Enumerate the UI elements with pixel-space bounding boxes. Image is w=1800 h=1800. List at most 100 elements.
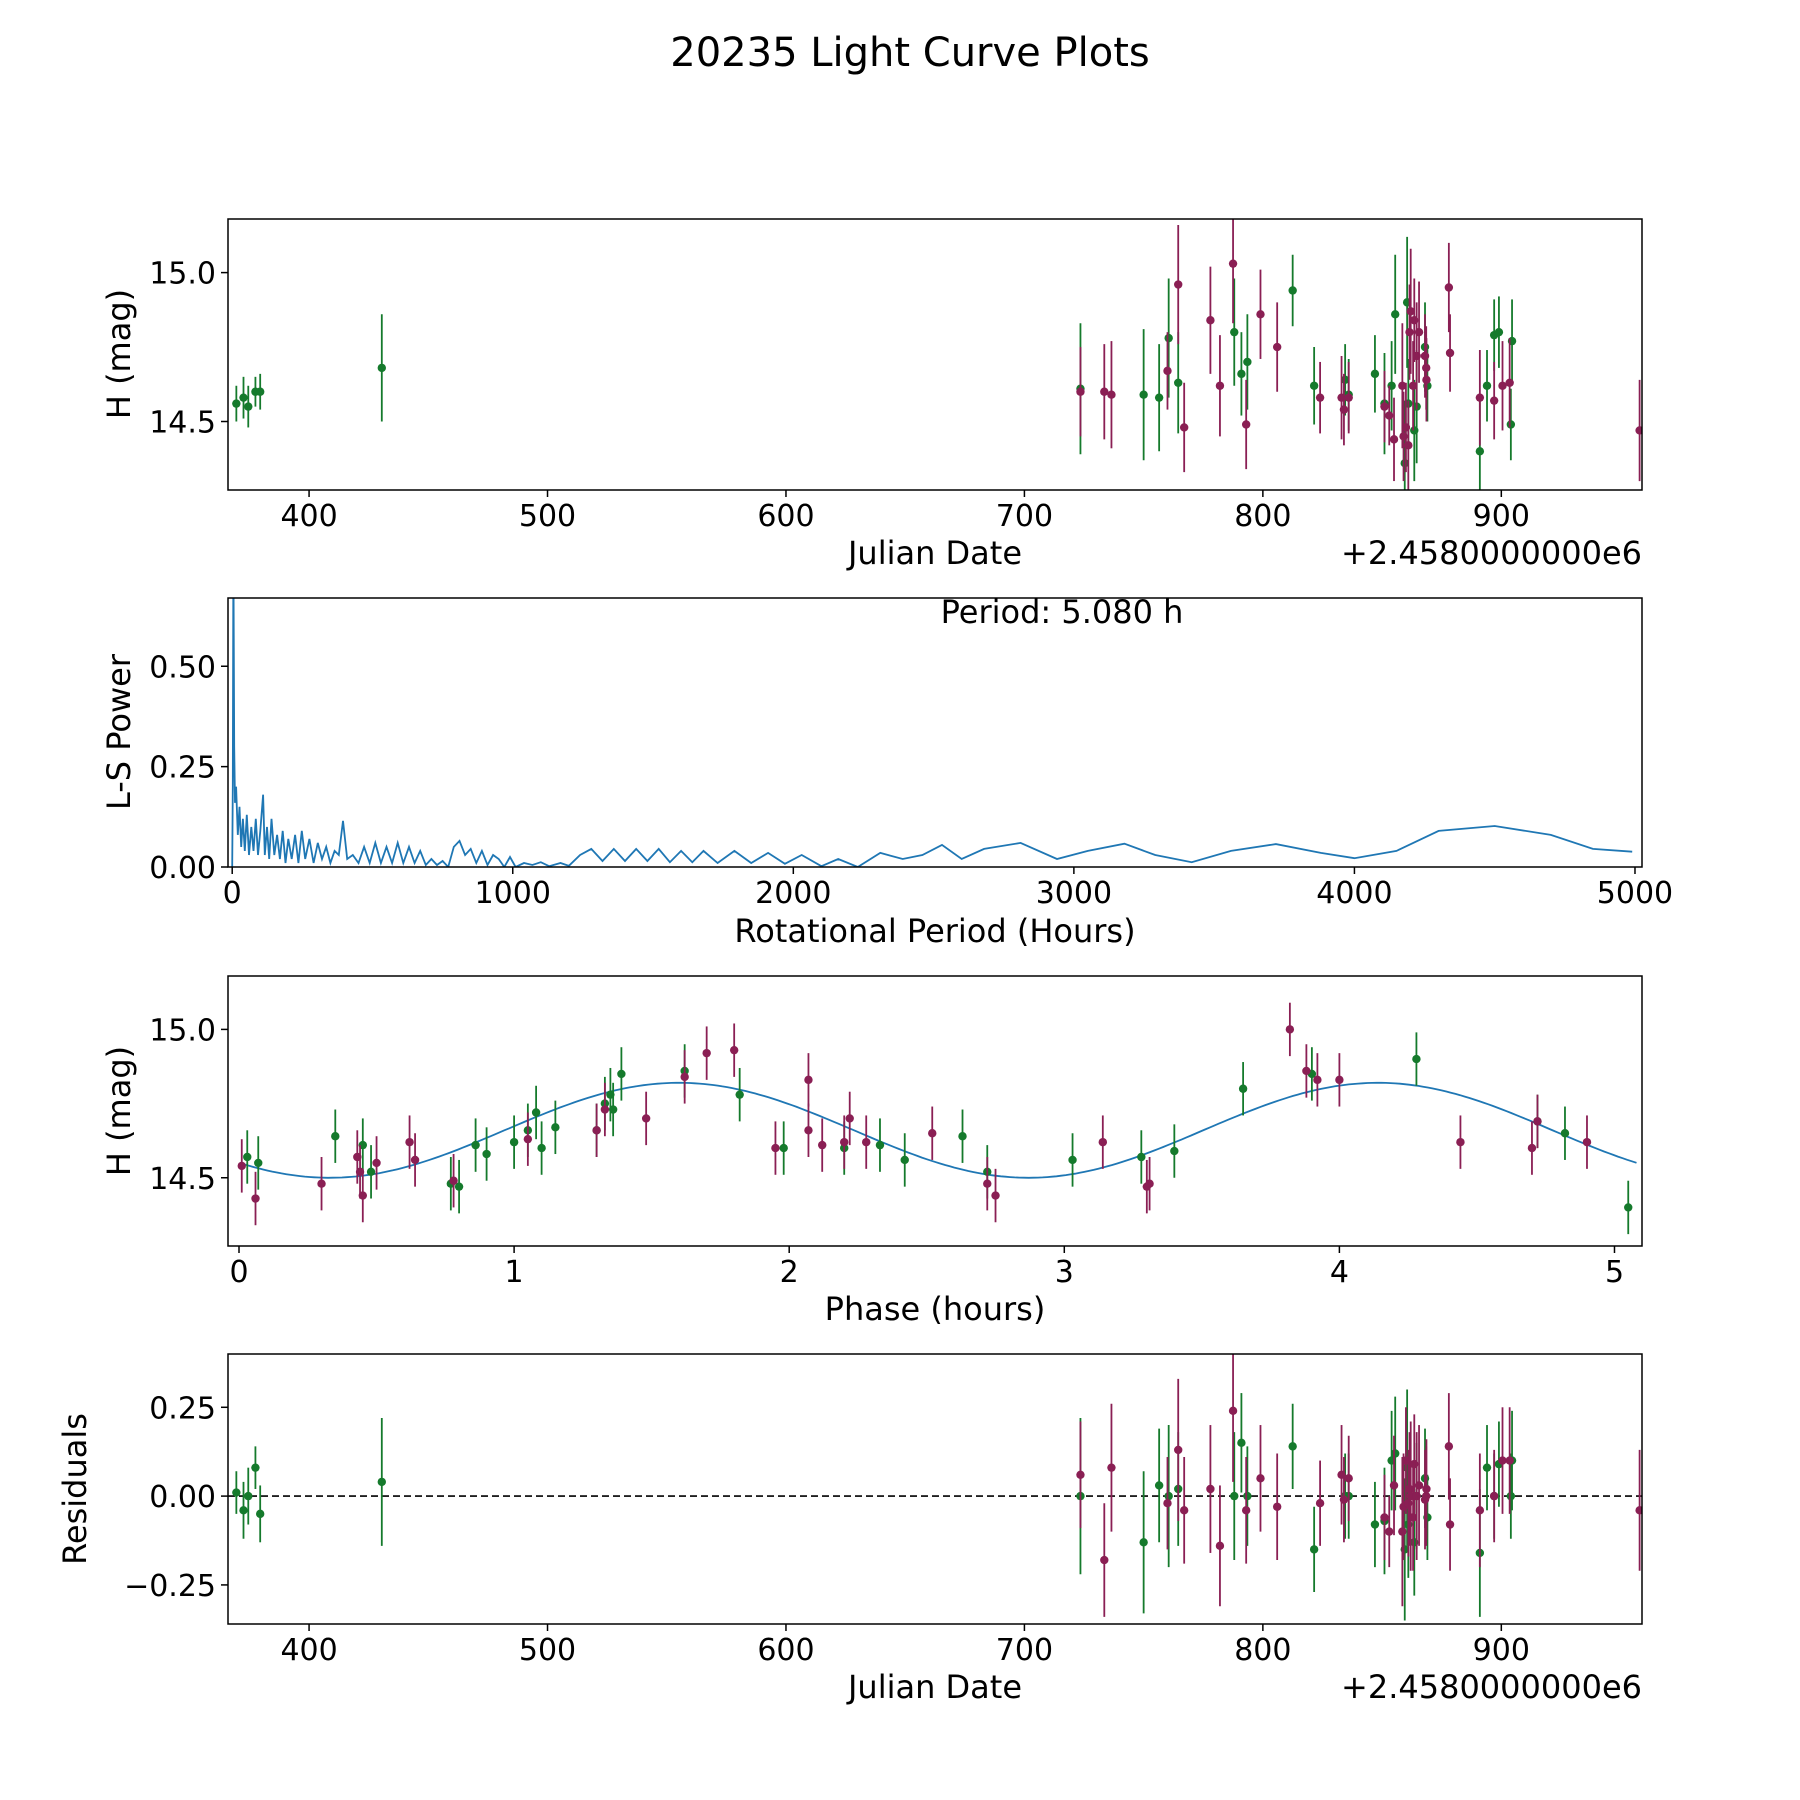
data-point — [600, 1105, 610, 1114]
data-point — [1315, 393, 1325, 402]
data-point — [1154, 1481, 1164, 1490]
lightcurve-plot-area: 400 500 600 700 800 900 14.5 15.0 — [149, 219, 1642, 534]
data-point — [1230, 1491, 1239, 1501]
data-point — [1505, 1456, 1514, 1465]
data-point — [1241, 420, 1251, 429]
data-point — [1076, 387, 1085, 396]
data-point — [702, 1048, 711, 1058]
data-point — [239, 393, 248, 402]
x-tick-label: 600 — [757, 499, 814, 534]
data-point — [1164, 1491, 1173, 1501]
data-point — [1076, 1470, 1085, 1479]
data-point — [1340, 375, 1350, 385]
data-point — [509, 1137, 519, 1147]
data-point — [251, 1194, 260, 1203]
y-tick-label: 0.25 — [149, 1391, 216, 1426]
data-point — [804, 1126, 813, 1135]
data-point — [1398, 381, 1407, 390]
y-tick-label: 15.0 — [149, 257, 216, 292]
data-point — [1389, 1481, 1399, 1490]
data-point — [735, 1090, 744, 1099]
data-point — [237, 1161, 246, 1171]
data-point — [537, 1143, 546, 1153]
data-point — [239, 1506, 248, 1515]
data-point — [1635, 1506, 1642, 1515]
data-point — [1624, 1203, 1633, 1212]
data-point — [1445, 348, 1455, 358]
data-point — [372, 1158, 381, 1168]
data-point — [1635, 426, 1642, 435]
phase-y-label: H (mag) — [100, 1046, 138, 1176]
lightcurve-panel: 400 500 600 700 800 900 14.5 15.0 Julian Date +… — [100, 218, 1643, 572]
data-point — [1506, 420, 1516, 429]
data-point — [255, 1509, 265, 1519]
x-tick-label: 4 — [1330, 1255, 1349, 1290]
data-point — [1412, 1054, 1421, 1064]
data-point — [1170, 1146, 1179, 1156]
data-point — [1344, 1474, 1353, 1483]
residuals-x-label: Julian Date — [846, 1668, 1022, 1706]
data-point — [482, 1149, 491, 1159]
x-tick-label: 4000 — [1316, 876, 1392, 911]
data-point — [862, 1137, 871, 1147]
data-point — [531, 1108, 541, 1117]
y-tick-label: 0.00 — [149, 851, 216, 886]
data-point — [471, 1140, 480, 1150]
data-point — [377, 1477, 386, 1487]
periodogram-plot-area: 0 1000 2000 3000 4000 5000 0.00 0.25 0.50 — [149, 598, 1673, 911]
periodogram-y-label: L-S Power — [100, 653, 138, 810]
data-point — [592, 1126, 601, 1135]
data-point — [1100, 387, 1109, 396]
data-point — [1145, 1179, 1154, 1188]
residuals-plot-area: 400 500 600 700 800 900 −0.25 0.00 0.25 — [124, 1354, 1642, 1668]
x-tick-label: 2000 — [755, 876, 831, 911]
data-point — [617, 1069, 626, 1079]
x-tick-label: 900 — [1473, 499, 1530, 534]
data-point — [928, 1129, 937, 1138]
data-point — [1391, 1449, 1400, 1458]
data-point — [900, 1155, 909, 1165]
data-point — [1444, 1442, 1454, 1451]
data-point — [1256, 1474, 1265, 1483]
data-point — [1309, 381, 1319, 390]
data-point — [1206, 316, 1215, 325]
figure-title: 20235 Light Curve Plots — [670, 30, 1149, 76]
data-point — [1405, 327, 1414, 337]
lightcurve-x-label: Julian Date — [846, 534, 1022, 572]
data-layer — [237, 1002, 1637, 1235]
data-point — [1272, 1502, 1282, 1511]
data-point — [551, 1123, 560, 1132]
data-point — [1243, 357, 1252, 367]
data-point — [1560, 1129, 1570, 1138]
lightcurve-offset-label: +2.4580000000e6 — [1341, 534, 1642, 572]
data-point — [1174, 280, 1183, 289]
y-tick-label: 14.5 — [149, 406, 216, 441]
phase-plot-area: 0 1 2 3 4 5 14.5 15.0 — [149, 1002, 1637, 1290]
data-point — [1456, 1137, 1465, 1147]
data-point — [1137, 1152, 1146, 1162]
data-point — [449, 1176, 458, 1185]
data-point — [1420, 351, 1430, 361]
data-point — [779, 1143, 788, 1153]
data-point — [680, 1072, 689, 1082]
data-point — [1237, 369, 1246, 379]
data-point — [1391, 310, 1400, 319]
data-point — [1163, 366, 1172, 376]
data-point — [1422, 375, 1431, 385]
data-point — [254, 1158, 263, 1168]
data-point — [1285, 1025, 1295, 1034]
data-point — [1533, 1117, 1542, 1126]
data-point — [244, 402, 253, 411]
x-tick-label: 5 — [1605, 1255, 1624, 1290]
data-point — [1272, 342, 1282, 352]
data-point — [366, 1167, 376, 1177]
data-point — [1408, 1513, 1418, 1522]
phase-x-label: Phase (hours) — [825, 1290, 1046, 1328]
data-point — [251, 1463, 260, 1472]
data-point — [875, 1140, 885, 1150]
y-tick-label: 0.25 — [149, 751, 216, 786]
residuals-y-label: Residuals — [56, 1413, 94, 1565]
data-point — [1339, 1495, 1349, 1504]
data-point — [1302, 1066, 1311, 1076]
data-point — [1475, 447, 1485, 456]
